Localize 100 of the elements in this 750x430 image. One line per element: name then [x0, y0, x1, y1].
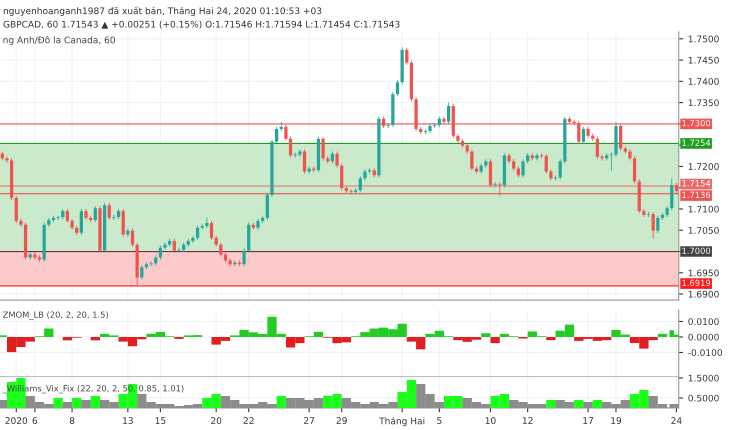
y-tick-label: 1.7450 [688, 56, 719, 64]
bar [90, 396, 100, 408]
y-tick-label: 0.0100 [688, 318, 719, 326]
candlestick [84, 208, 88, 220]
candlestick [89, 215, 92, 223]
candlestick [549, 168, 553, 181]
ref-line-label: 1.7254 [682, 140, 710, 146]
candlestick [302, 148, 306, 174]
x-tick-label: 24 [671, 417, 682, 424]
candlestick [488, 158, 492, 188]
candlestick [335, 151, 339, 168]
x-tick-label: 13 [123, 417, 133, 424]
candlestick [391, 92, 394, 128]
candlestick [521, 158, 525, 178]
candlestick [210, 220, 214, 240]
candlestick [24, 222, 28, 260]
x-tick-label: 5 [437, 417, 442, 424]
candlestick [316, 136, 320, 173]
bar [53, 398, 63, 408]
candlestick [535, 152, 539, 161]
candlestick [191, 235, 195, 244]
candlestick [144, 262, 148, 270]
chart-title: nguyenhoanganh1987 đã xuất bản, Tháng Hai 24, 2020 01:10:53 +03 [4, 6, 322, 16]
candlestick [56, 215, 60, 220]
candlestick [80, 208, 83, 236]
x-tick-label: 15 [156, 417, 166, 424]
candlestick [424, 128, 428, 135]
candlestick [354, 188, 358, 194]
bar [574, 400, 584, 408]
ref-line-label: 1.7136 [682, 192, 710, 198]
x-tick-label: 10 [486, 417, 496, 424]
candlestick [526, 152, 530, 164]
bar [62, 402, 72, 408]
candlestick [474, 166, 478, 174]
candlestick [610, 152, 613, 172]
x-tick-label: Tháng Hai [379, 417, 424, 426]
y-tick-label: 1.7200 [688, 163, 719, 170]
bar [546, 336, 556, 340]
candlestick [582, 126, 586, 144]
candlestick [112, 214, 116, 220]
bar [592, 400, 602, 408]
candlestick [600, 154, 604, 161]
candlestick [298, 148, 302, 158]
candlestick [242, 248, 246, 267]
ref-line-label: 1.7154 [682, 180, 710, 186]
candlestick [252, 222, 255, 230]
candlestick [400, 46, 404, 85]
candlestick [396, 80, 400, 97]
y-tick-label: 1.7500 [688, 36, 719, 42]
x-tick-label: 17 [583, 417, 594, 424]
x-tick-label: 20 [211, 417, 222, 424]
candlestick [377, 116, 381, 178]
annotation: ng Anh/Đô la Canada, 60 [4, 36, 115, 46]
x-tick-label: 19 [611, 417, 622, 424]
y-tick-label: -0.0100 [688, 349, 722, 356]
bar [276, 396, 286, 408]
candlestick [632, 156, 636, 184]
y-tick-label: 1.5000 [688, 374, 719, 382]
candlestick [666, 206, 669, 218]
bar [90, 336, 100, 340]
candlestick [98, 206, 102, 254]
candlestick [507, 152, 511, 164]
candlestick [149, 260, 153, 267]
y-tick-label: 1.6900 [688, 290, 719, 298]
y-tick-label: 0.5000 [688, 394, 719, 402]
y-tick-label: 1.7100 [688, 206, 719, 213]
candlestick [130, 228, 134, 248]
y-tick-label: 1.6950 [688, 270, 719, 276]
x-tick-label: 22 [244, 417, 254, 424]
ref-line-label: 1.6919 [682, 280, 710, 286]
candlestick [646, 212, 650, 218]
ref-line-label: 1.7000 [682, 248, 710, 254]
candlestick [330, 151, 334, 164]
candlestick [33, 252, 36, 260]
candlestick [158, 245, 162, 260]
candlestick [614, 121, 618, 158]
candlestick [586, 126, 590, 138]
candlestick [116, 208, 120, 220]
candlestick [163, 242, 167, 250]
candlestick [196, 225, 200, 240]
candlestick [428, 123, 432, 134]
candlestick [308, 166, 311, 174]
candlestick [182, 242, 186, 252]
candlestick [270, 139, 274, 198]
bar [490, 336, 500, 344]
candlestick [502, 152, 506, 188]
candlestick [321, 136, 325, 161]
candlestick [628, 148, 632, 161]
chart-subtitle: GBPCAD, 60 1.71543 ▲ +0.00251 (+0.15%) O:1.71546 H:1.71594 L:1.71454 C:1.71543 [4, 20, 400, 29]
bar [583, 402, 593, 408]
candlestick [410, 60, 414, 102]
candlestick [274, 126, 278, 144]
candlestick [660, 212, 664, 220]
candlestick [470, 148, 474, 172]
candlestick [126, 228, 130, 238]
y-tick-label: 1.7050 [688, 226, 719, 234]
candlestick [205, 217, 209, 229]
x-tick-label: 6 [32, 417, 38, 424]
candlestick [288, 136, 292, 158]
candlestick [516, 166, 520, 178]
